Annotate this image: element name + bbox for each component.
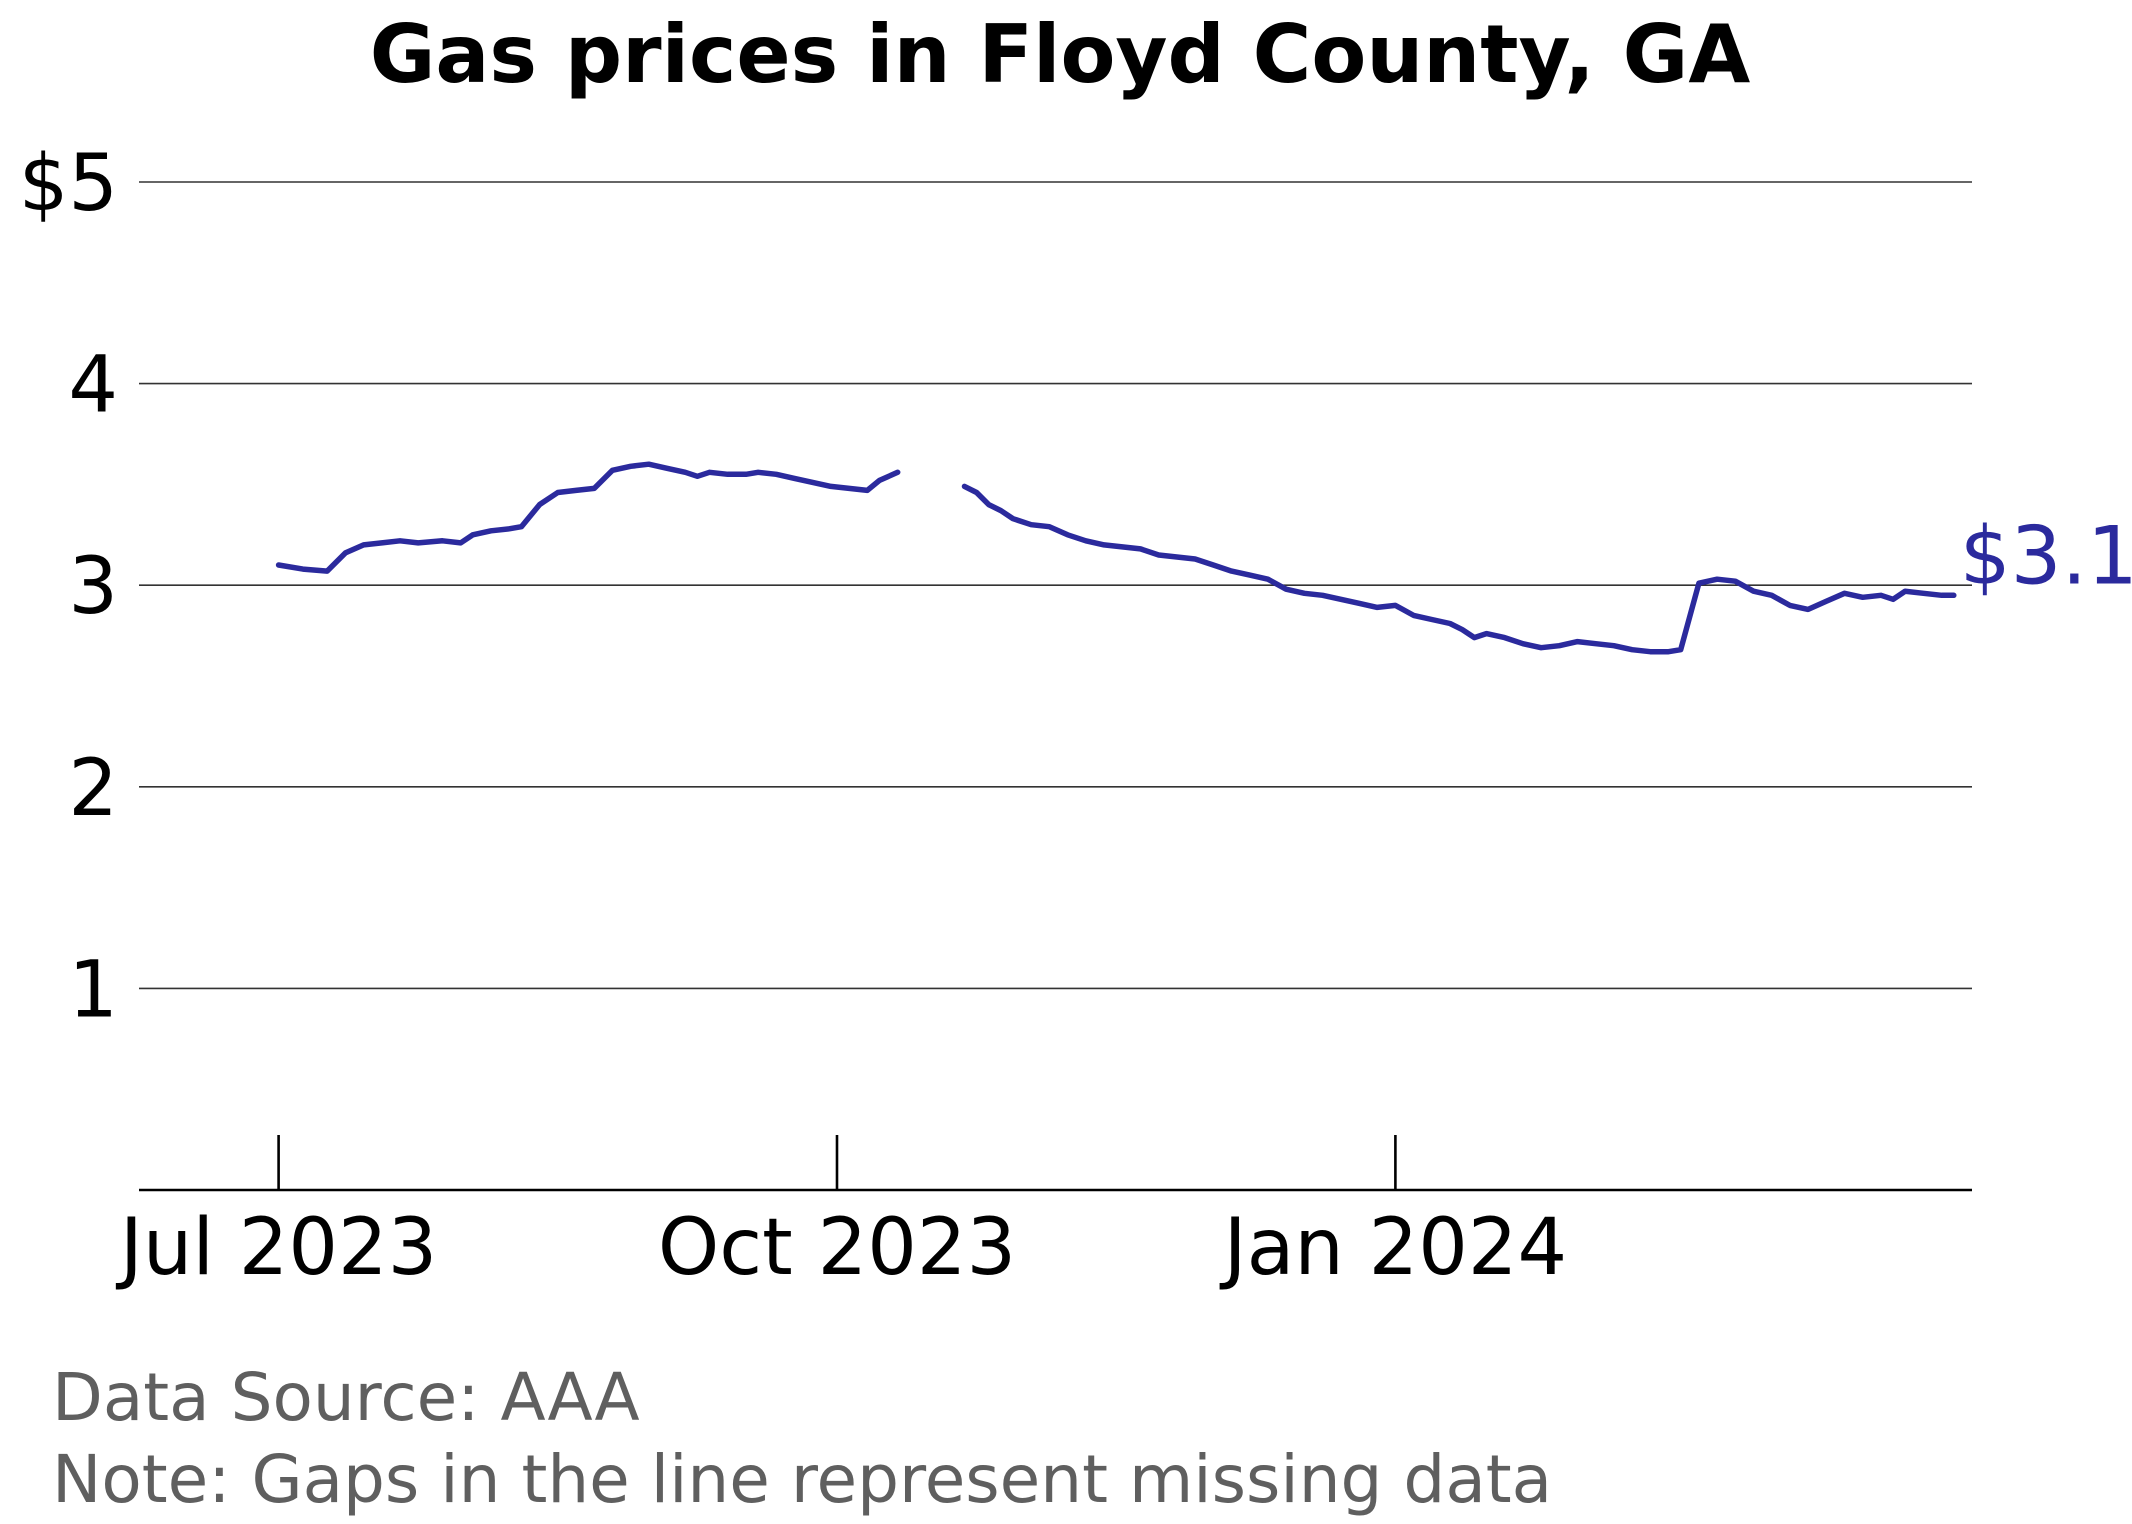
x-axis-ticks: Jul 2023 Oct 2023 Jan 2024 <box>115 1135 1567 1293</box>
y-axis-ticks: 1 2 3 4 $5 <box>19 139 118 1035</box>
missing-data-note: Note: Gaps in the line represent missing… <box>52 1441 1552 1518</box>
chart-title: Gas prices in Floyd County, GA <box>370 8 1751 101</box>
x-tick-label: Oct 2023 <box>658 1203 1016 1293</box>
y-tick-label: $5 <box>19 139 118 229</box>
price-line-segment-1 <box>275 461 901 574</box>
y-tick-label: 3 <box>68 542 118 632</box>
data-source-note: Data Source: AAA <box>52 1359 640 1436</box>
last-value-label: $3.15 <box>1960 509 2132 602</box>
y-tick-label: 1 <box>68 945 118 1035</box>
price-series <box>275 461 1957 655</box>
y-tick-label: 2 <box>68 744 118 834</box>
y-tick-label: 4 <box>68 341 118 431</box>
gridlines <box>139 181 1972 990</box>
price-line-segment-2 <box>961 483 1957 655</box>
x-tick-label: Jul 2023 <box>115 1203 437 1293</box>
x-tick-label: Jan 2024 <box>1219 1203 1568 1293</box>
